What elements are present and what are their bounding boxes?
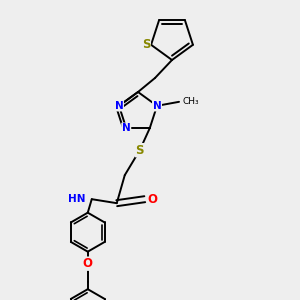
Text: N: N [122,123,130,133]
Text: N: N [153,101,161,111]
Text: N: N [115,101,123,111]
Text: O: O [148,193,158,206]
Text: O: O [83,257,93,270]
Text: CH₃: CH₃ [182,97,199,106]
Text: S: S [142,38,150,51]
Text: HN: HN [68,194,86,204]
Text: S: S [136,144,144,157]
